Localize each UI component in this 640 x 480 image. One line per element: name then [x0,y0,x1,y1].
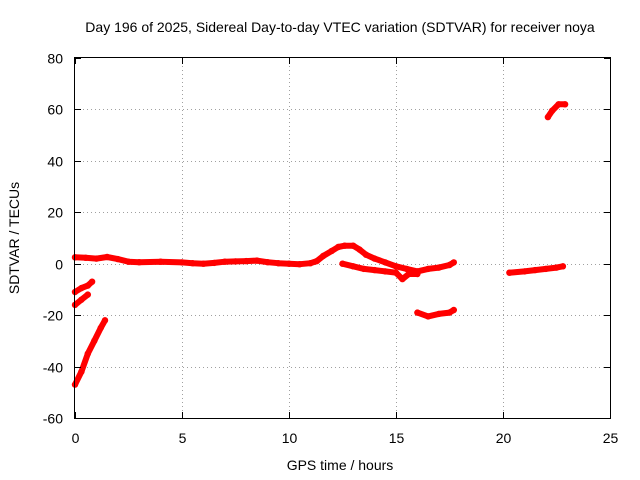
data-point [350,263,357,270]
data-point [435,310,442,318]
data-point [307,260,314,267]
data-point [210,259,218,267]
data-point [371,255,378,262]
data-point [559,263,567,270]
y-tick-label: 60 [47,102,63,118]
data-point [403,265,410,273]
series-late-high [544,101,569,121]
x-tick-label: 15 [389,430,405,446]
x-tick-label: 25 [603,430,619,446]
data-point [521,268,528,275]
data-point [450,259,457,266]
data-point [392,263,400,270]
y-tick-label: 80 [47,51,63,67]
data-point [371,266,378,274]
data-point [88,278,96,285]
data-point [93,255,100,262]
grid-layer [75,58,610,418]
x-tick-label: 5 [179,430,187,446]
data-point [84,350,92,357]
data-point [221,258,228,265]
y-tick-label: -20 [43,308,63,324]
data-point [450,306,457,314]
data-point [232,258,239,265]
data-point [103,253,111,261]
data-point [200,260,207,267]
data-point [549,107,556,114]
data-point [362,251,370,258]
x-tick-label: 0 [72,430,80,446]
plot-frame [74,57,611,419]
data-point [506,269,513,276]
data-point [382,259,389,266]
data-point [555,101,562,108]
y-tick-label: -40 [43,360,63,376]
data-point [84,282,92,289]
data-point [320,252,327,260]
y-tick-label: 0 [55,257,63,273]
data-point [561,101,569,108]
data-point [424,313,432,320]
data-point [275,260,282,267]
data-point [285,260,293,267]
data-point [360,265,368,273]
data-point [350,242,357,249]
data-point [125,258,132,265]
y-tick-label: -60 [43,411,63,427]
data-point [542,265,549,273]
data-point [253,257,261,264]
data-point [97,324,104,332]
data-point [544,113,552,121]
chart-title: Day 196 of 2025, Sidereal Day-to-day VTE… [85,19,595,35]
tick-layer: 0 5 10 15 20 25 -60 -40 -20 0 20 40 60 80 [43,51,619,447]
series-layer [71,101,569,388]
data-point [313,257,320,265]
y-tick-label: 40 [47,154,63,170]
data-point [414,270,421,278]
data-point [264,259,271,266]
data-point [82,254,89,261]
x-tick-label: 20 [496,430,512,446]
data-point [399,275,406,283]
data-point [157,258,164,265]
data-point [178,259,186,266]
data-point [356,246,363,253]
data-point [84,291,92,298]
data-point [101,317,109,324]
data-point [114,255,122,263]
data-point [392,269,400,276]
data-point [78,284,85,292]
data-point [435,264,442,271]
data-point [189,260,196,267]
data-point [531,266,539,274]
y-tick-label: 20 [47,205,63,221]
data-point [382,268,389,275]
data-point [424,265,432,273]
data-point [91,337,98,345]
data-point [78,296,85,303]
data-point [339,260,346,267]
data-point [553,264,560,271]
data-point [243,257,250,265]
x-tick-label: 10 [282,430,298,446]
data-point [414,309,421,316]
data-point [335,243,342,251]
data-point [136,259,143,266]
y-axis-label: SDTVAR / TECUs [6,182,22,294]
data-point [296,261,303,268]
data-point [405,270,412,278]
x-axis-label: GPS time / hours [287,457,394,473]
data-point [78,368,85,375]
data-point [328,247,335,255]
data-point [341,242,348,249]
